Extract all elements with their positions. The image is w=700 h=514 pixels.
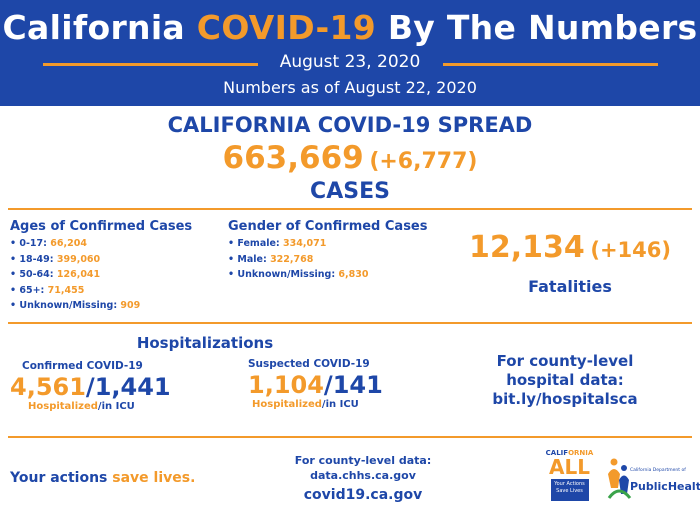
county-hosp-line1: For county-level [496,352,634,370]
county-data-link[interactable]: data.chhs.ca.gov [310,469,416,482]
cases-delta: (+6,777) [369,149,478,174]
confirmed-hospitalized: 4,561 [10,373,86,401]
fatalities-delta: (+146) [590,238,671,262]
ages-list: • 0-17: 66,204 • 18-49: 399,060 • 50-64:… [10,236,220,314]
suspected-hospitalized: 1,104 [248,371,324,399]
list-item: • 50-64: 126,041 [10,269,101,280]
divider-top [8,208,692,210]
county-data-label: For county-level data: [294,454,432,467]
divider-middle [8,322,692,324]
list-item: • Female: 334,071 [228,238,327,249]
confirmed-label: Confirmed COVID-19 [22,360,143,372]
hospital-data-link[interactable]: bit.ly/hospitalsca [492,390,638,408]
list-item: • 65+: 71,455 [10,284,85,296]
gender-title: Gender of Confirmed Cases [228,219,428,234]
county-hospital-info: For county-level hospital data: bit.ly/h… [470,352,660,409]
covid-site-link[interactable]: covid19.ca.gov [303,487,423,503]
county-hosp-line2: hospital data: [506,371,624,389]
confirmed-sub: Hospitalized/in ICU [28,401,135,412]
fatalities-label: Fatalities [528,277,612,296]
hospitalizations-title: Hospitalizations [136,334,274,352]
header-banner [0,0,700,106]
list-item: • 18-49: 399,060 [10,253,101,265]
list-item: • Unknown/Missing: 909 [10,300,141,311]
title-prefix: California [2,8,197,47]
confirmed-hosp-block: Confirmed COVID-19 4,561/1,441 Hospitali… [10,360,230,412]
ages-title: Ages of Confirmed Cases [10,219,193,234]
ages-section: Ages of Confirmed Cases • 0-17: 66,204 •… [10,219,220,314]
list-item: • 0-17: 66,204 [10,238,87,249]
list-item: • Male: 322,768 [228,253,314,265]
california-all-logo: CALIFORNIA ALL Your Actions Save Lives [542,449,597,507]
spread-title: CALIFORNIA COVID-19 SPREAD [167,113,533,137]
confirmed-icu: 1,441 [94,373,171,401]
county-data-info: For county-level data: data.chhs.ca.gov [268,453,458,483]
ph-name-text: PublicHealth [630,480,700,493]
gender-section: Gender of Confirmed Cases • Female: 334,… [228,219,448,283]
suspected-icu: 141 [332,371,383,399]
cases-label: CASES [310,179,390,204]
confirmed-numbers: 4,561/1,441 [10,373,171,401]
ca-all-wordmark: CALIFORNIA [545,449,594,457]
ph-dept-text: California Department of [630,468,686,473]
suspected-hosp-block: Suspected COVID-19 1,104/141 Hospitalize… [248,358,448,410]
fatalities-value: 12,134 [469,230,585,265]
suspected-label: Suspected COVID-19 [248,358,370,370]
gender-list: • Female: 334,071 • Male: 322,768 • Unkn… [228,236,448,283]
divider-bottom [8,436,692,438]
page-title: California COVID-19 By The Numbers [0,8,700,47]
cases-total: 663,669 (+6,777) [0,140,700,176]
cases-total-value: 663,669 [222,140,364,176]
fatalities-total: 12,134 (+146) [440,230,700,265]
actions-tagline: Your actions save lives. [10,470,196,486]
ca-all-word: ALL [549,455,590,479]
public-health-people-icon [607,458,632,499]
public-health-logo: California Department of PublicHealth [606,454,700,510]
title-highlight: COVID-19 [196,8,377,47]
suspected-numbers: 1,104/141 [248,371,383,399]
report-date: August 23, 2020 [279,52,421,72]
suspected-sub: Hospitalized/in ICU [252,399,359,410]
list-item: • Unknown/Missing: 6,830 [228,269,369,280]
ca-all-box: Your Actions Save Lives [550,479,589,501]
header-rule-right [443,63,658,66]
data-as-of: Numbers as of August 22, 2020 [223,78,477,97]
header-rule-left [43,63,258,66]
title-suffix: By The Numbers [376,8,698,47]
